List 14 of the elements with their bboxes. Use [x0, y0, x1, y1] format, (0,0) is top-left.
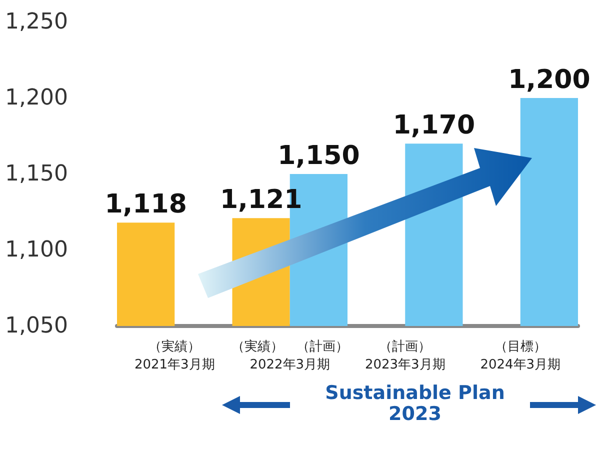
text: Sustainable Plan 2023: [324, 382, 506, 425]
data-label: 1,200: [508, 65, 590, 95]
x-tick-label: （計画） 2023年3月期: [364, 340, 446, 372]
y-tick-label: 1,050: [5, 314, 68, 338]
data-label: 1,150: [278, 141, 360, 171]
x-tick-label: （目標） 2024年3月期: [480, 340, 561, 372]
y-tick-label: 1,250: [5, 10, 68, 34]
x-tick-label: （実績） （計画） 2022年3月期: [231, 338, 348, 372]
y-tick-label: 1,200: [5, 86, 68, 110]
data-label: 1,118: [104, 190, 187, 220]
y-tick-label: 1,150: [5, 162, 68, 186]
x-tick-label: （実績） 2021年3月期: [134, 338, 215, 372]
y-tick-label: 1,100: [5, 238, 68, 262]
data-label: 1,170: [392, 110, 476, 141]
